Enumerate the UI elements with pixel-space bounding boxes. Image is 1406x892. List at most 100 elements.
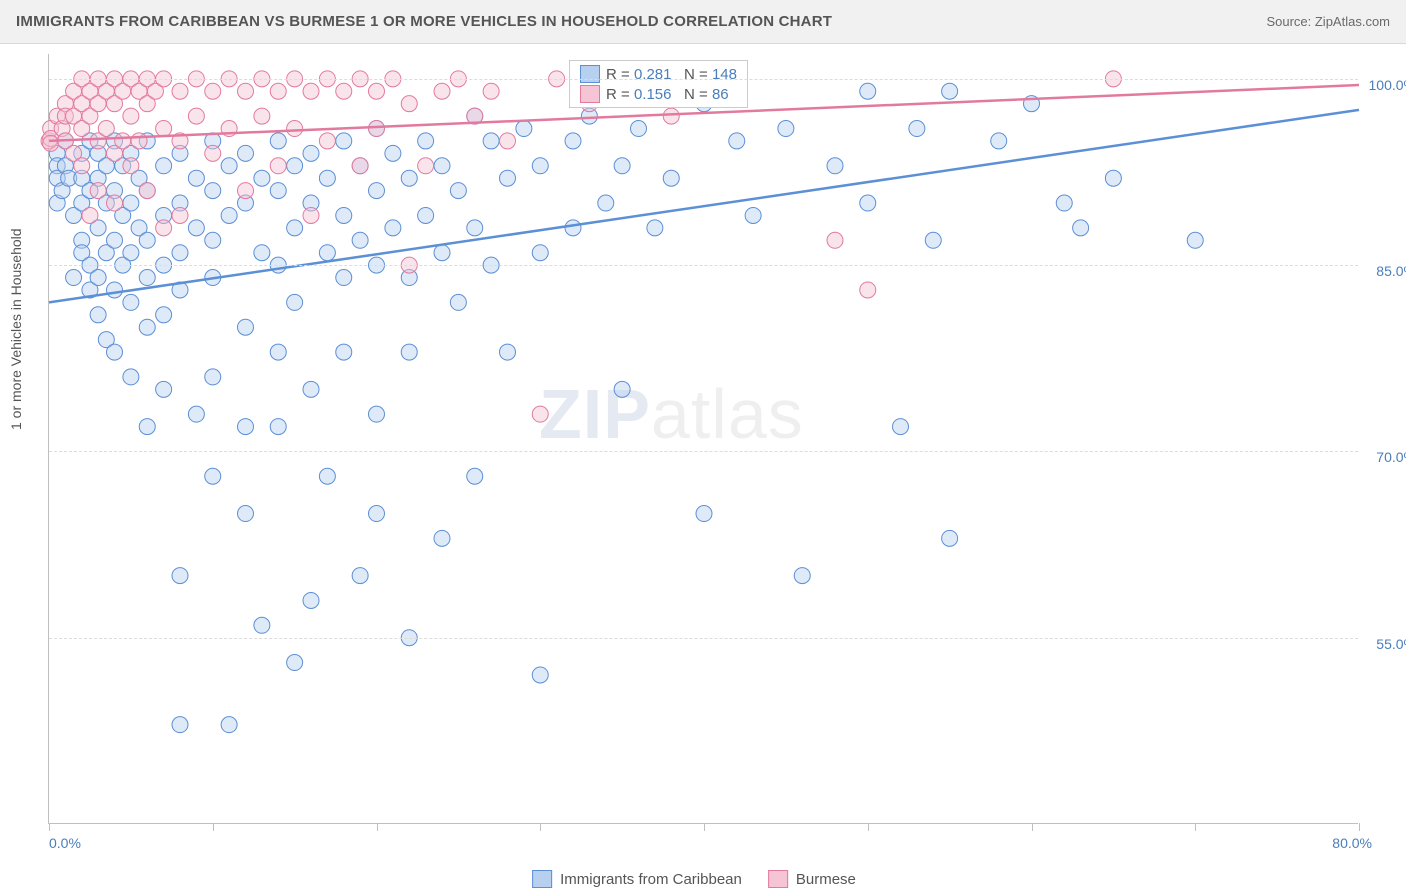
data-point — [336, 207, 352, 223]
data-point — [500, 344, 516, 360]
data-point — [467, 220, 483, 236]
y-tick-label: 70.0% — [1376, 449, 1406, 465]
data-point — [336, 83, 352, 99]
data-point — [238, 419, 254, 435]
data-point — [123, 108, 139, 124]
data-point — [205, 145, 221, 161]
data-point — [434, 83, 450, 99]
data-point — [319, 468, 335, 484]
data-point — [483, 133, 499, 149]
data-point — [98, 121, 114, 137]
data-point — [860, 282, 876, 298]
data-point — [66, 270, 82, 286]
data-point — [287, 655, 303, 671]
data-point — [1056, 195, 1072, 211]
data-point — [43, 135, 59, 151]
data-point — [188, 170, 204, 186]
x-tick — [213, 823, 214, 831]
data-point — [82, 207, 98, 223]
data-point — [434, 245, 450, 261]
data-point — [205, 232, 221, 248]
data-point — [729, 133, 745, 149]
data-point — [90, 307, 106, 323]
x-tick — [868, 823, 869, 831]
data-point — [139, 232, 155, 248]
data-point — [369, 183, 385, 199]
data-point — [156, 121, 172, 137]
data-point — [205, 83, 221, 99]
x-tick — [704, 823, 705, 831]
data-point — [369, 506, 385, 522]
data-point — [107, 282, 123, 298]
data-point — [827, 232, 843, 248]
data-point — [909, 121, 925, 137]
data-point — [663, 170, 679, 186]
legend-series-label: Immigrants from Caribbean — [560, 871, 742, 888]
data-point — [1105, 170, 1121, 186]
data-point — [238, 145, 254, 161]
data-point — [123, 195, 139, 211]
data-point — [188, 108, 204, 124]
data-point — [532, 245, 548, 261]
data-point — [172, 717, 188, 733]
data-point — [123, 369, 139, 385]
x-tick — [1032, 823, 1033, 831]
plot-area: ZIPatlas R = 0.281 N = 148R = 0.156 N = … — [48, 54, 1358, 824]
data-point — [401, 170, 417, 186]
data-point — [254, 617, 270, 633]
data-point — [532, 158, 548, 174]
data-point — [565, 133, 581, 149]
data-point — [205, 468, 221, 484]
data-point — [369, 83, 385, 99]
legend-swatch — [768, 870, 788, 888]
data-point — [418, 133, 434, 149]
data-point — [1187, 232, 1203, 248]
data-point — [238, 83, 254, 99]
x-tick — [377, 823, 378, 831]
data-point — [860, 195, 876, 211]
gridline-h — [49, 265, 1358, 266]
data-point — [287, 220, 303, 236]
x-tick — [1359, 823, 1360, 831]
data-point — [532, 406, 548, 422]
data-point — [156, 158, 172, 174]
data-point — [319, 245, 335, 261]
data-point — [172, 568, 188, 584]
data-point — [131, 133, 147, 149]
y-tick-label: 55.0% — [1376, 636, 1406, 652]
data-point — [1073, 220, 1089, 236]
data-point — [434, 530, 450, 546]
gridline-h — [49, 451, 1358, 452]
data-point — [532, 667, 548, 683]
data-point — [287, 294, 303, 310]
data-point — [647, 220, 663, 236]
data-point — [369, 406, 385, 422]
data-point — [238, 319, 254, 335]
data-point — [270, 83, 286, 99]
data-point — [139, 183, 155, 199]
x-tick — [1195, 823, 1196, 831]
data-point — [336, 270, 352, 286]
data-point — [401, 96, 417, 112]
data-point — [221, 158, 237, 174]
data-point — [794, 568, 810, 584]
data-point — [139, 270, 155, 286]
data-point — [123, 158, 139, 174]
data-point — [172, 207, 188, 223]
data-point — [205, 183, 221, 199]
data-point — [925, 232, 941, 248]
legend-correlation-row: R = 0.156 N = 86 — [580, 85, 737, 103]
data-point — [303, 592, 319, 608]
data-point — [893, 419, 909, 435]
legend-stats-text: R = 0.281 N = 148 — [606, 66, 737, 83]
data-point — [352, 158, 368, 174]
data-point — [500, 133, 516, 149]
x-max-label: 80.0% — [1332, 835, 1372, 851]
data-point — [663, 108, 679, 124]
legend-swatch — [532, 870, 552, 888]
data-point — [483, 83, 499, 99]
data-point — [221, 207, 237, 223]
y-axis-label: 1 or more Vehicles in Household — [8, 228, 24, 430]
data-point — [139, 419, 155, 435]
data-point — [270, 183, 286, 199]
